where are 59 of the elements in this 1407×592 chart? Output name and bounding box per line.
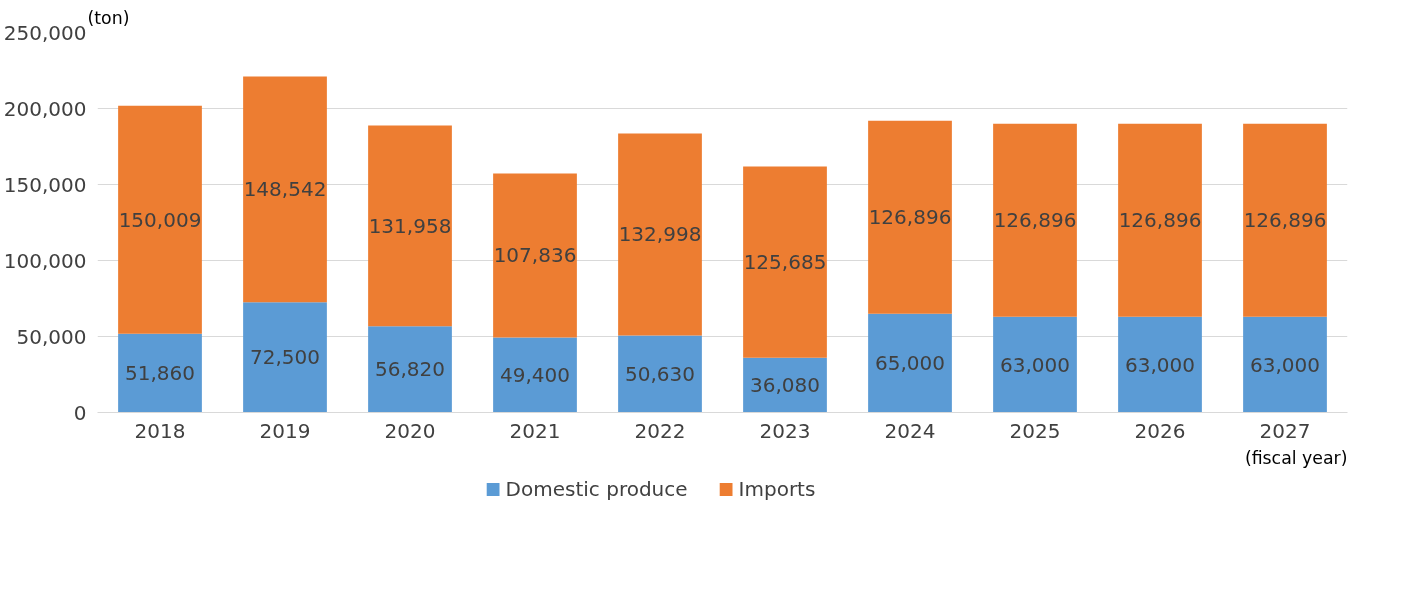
x-tick-label: 2020 — [384, 418, 436, 443]
bar — [1118, 123, 1202, 317]
x-tick-label: 2022 — [634, 418, 686, 443]
data-label: 125,685 — [743, 250, 827, 275]
data-label: 50,630 — [625, 362, 695, 387]
data-label: 107,836 — [493, 243, 577, 268]
y-tick-label: 0 — [73, 400, 87, 425]
bar — [118, 333, 202, 413]
bar — [368, 125, 452, 327]
bar — [743, 166, 827, 358]
bar — [243, 76, 327, 303]
data-label: 63,000 — [1000, 352, 1070, 377]
data-label: 148,542 — [243, 177, 327, 202]
bar — [493, 173, 577, 338]
data-label: 126,896 — [993, 208, 1077, 233]
data-label: 63,000 — [1250, 352, 1320, 377]
bar — [118, 105, 202, 334]
y-tick-label: 150,000 — [3, 172, 87, 197]
bar — [368, 326, 452, 413]
x-tick-label: 2021 — [509, 418, 561, 443]
y-tick-label: 100,000 — [3, 248, 87, 273]
legend-label: Domestic produce — [505, 477, 688, 501]
data-label: 126,896 — [868, 205, 952, 230]
data-label: 36,080 — [750, 373, 820, 398]
bar — [993, 316, 1077, 413]
data-label: 56,820 — [375, 357, 445, 382]
y-tick-label: 200,000 — [3, 96, 87, 121]
bar — [1243, 123, 1327, 317]
data-label: 63,000 — [1125, 352, 1195, 377]
bar — [243, 302, 327, 413]
data-label: 72,500 — [250, 345, 320, 370]
bar — [1118, 316, 1202, 413]
x-tick-label: 2023 — [759, 418, 811, 443]
y-tick-label: 50,000 — [16, 324, 87, 349]
data-label: 126,896 — [1118, 208, 1202, 233]
y-tick-label: 250,000 — [3, 20, 87, 45]
data-label: 65,000 — [875, 351, 945, 376]
bar — [618, 335, 702, 413]
data-label: 126,896 — [1243, 208, 1327, 233]
data-label: 49,400 — [500, 362, 570, 387]
data-label: 131,958 — [368, 213, 452, 238]
x-tick-label: 2025 — [1009, 418, 1061, 443]
bar — [993, 123, 1077, 317]
data-label: 150,009 — [118, 207, 202, 232]
x-tick-label: 2024 — [884, 418, 936, 443]
bar — [493, 337, 577, 413]
y-axis-title: (ton) — [87, 7, 130, 28]
bar — [618, 133, 702, 336]
x-tick-label: 2027 — [1259, 418, 1311, 443]
bar — [868, 313, 952, 413]
x-tick-label: 2026 — [1134, 418, 1186, 443]
data-label: 132,998 — [618, 222, 702, 247]
legend-label: Imports — [738, 477, 816, 501]
bar — [1243, 316, 1327, 413]
x-tick-label: 2018 — [134, 418, 186, 443]
x-tick-label: 2019 — [259, 418, 311, 443]
x-axis-title: (fiscal year) — [1244, 447, 1348, 468]
data-label: 51,860 — [125, 361, 195, 386]
bar — [868, 120, 952, 314]
